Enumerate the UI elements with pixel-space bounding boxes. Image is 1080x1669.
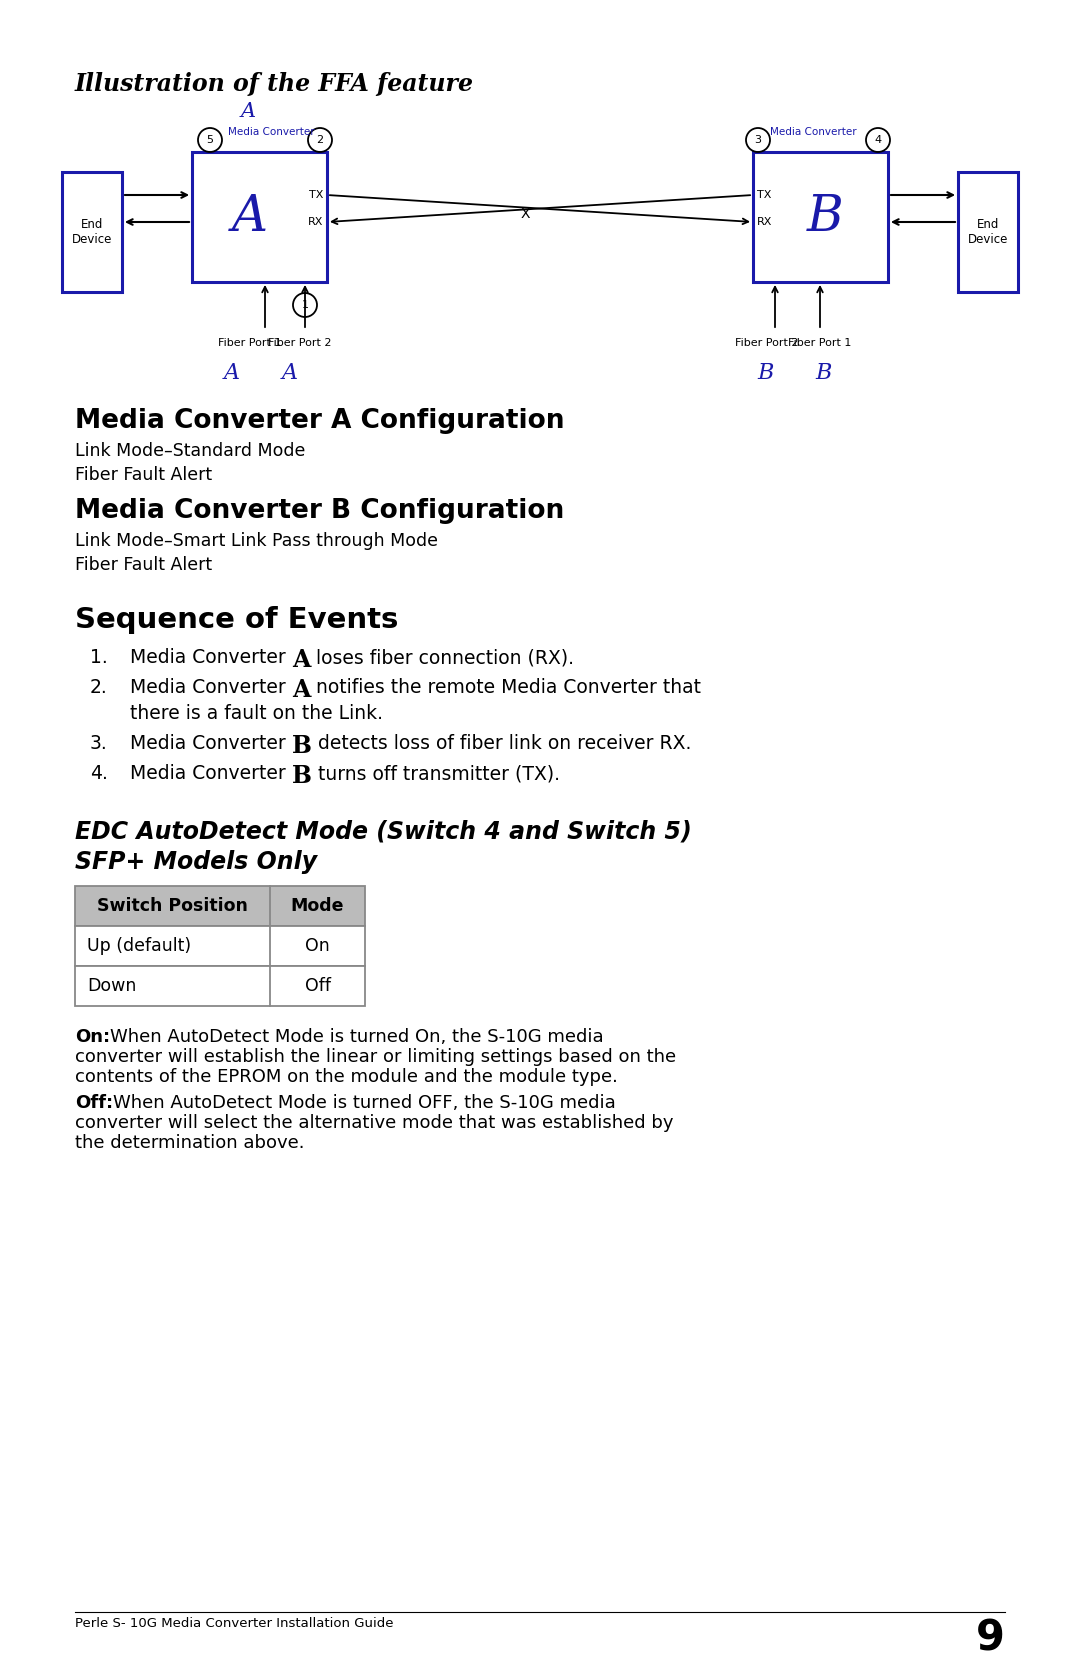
Text: Switch Position: Switch Position	[97, 896, 248, 915]
Text: 5: 5	[206, 135, 214, 145]
Bar	[75, 926, 365, 966]
Text: 4: 4	[875, 135, 881, 145]
Text: Media Converter: Media Converter	[130, 764, 292, 783]
Text: RX: RX	[308, 217, 323, 227]
Text: B: B	[815, 362, 833, 384]
Text: Fiber Port 2: Fiber Port 2	[735, 339, 798, 349]
Text: Media Converter A Configuration: Media Converter A Configuration	[75, 407, 565, 434]
Text: 2.: 2.	[90, 678, 108, 698]
Text: Perle S- 10G Media Converter Installation Guide: Perle S- 10G Media Converter Installatio…	[75, 1617, 393, 1631]
Text: RX: RX	[757, 217, 772, 227]
Text: Media Converter: Media Converter	[130, 734, 292, 753]
Bar	[192, 152, 327, 282]
Text: 9: 9	[976, 1617, 1005, 1659]
Text: On: On	[306, 936, 329, 955]
Text: 4.: 4.	[90, 764, 108, 783]
Text: Off:: Off:	[75, 1093, 113, 1112]
Text: A: A	[292, 648, 310, 673]
Text: 1.: 1.	[90, 648, 108, 668]
Text: A: A	[231, 192, 268, 242]
Text: Media Converter: Media Converter	[130, 648, 292, 668]
Text: notifies the remote Media Converter that: notifies the remote Media Converter that	[310, 678, 701, 698]
Text: Media Converter B Configuration: Media Converter B Configuration	[75, 497, 564, 524]
Text: Media Converter: Media Converter	[130, 678, 292, 698]
Text: Off: Off	[305, 976, 330, 995]
Bar	[753, 152, 888, 282]
Text: Fiber Fault Alert: Fiber Fault Alert	[75, 556, 212, 574]
Text: On:: On:	[75, 1028, 110, 1046]
Text: B: B	[807, 192, 843, 242]
Text: Fiber Fault Alert: Fiber Fault Alert	[75, 466, 212, 484]
Text: When AutoDetect Mode is turned OFF, the S-10G media: When AutoDetect Mode is turned OFF, the …	[113, 1093, 616, 1112]
Text: Fiber Port 1: Fiber Port 1	[788, 339, 851, 349]
Text: Down: Down	[87, 976, 136, 995]
Text: Sequence of Events: Sequence of Events	[75, 606, 399, 634]
Text: loses fiber connection (RX).: loses fiber connection (RX).	[310, 648, 575, 668]
Bar	[62, 172, 122, 292]
Text: B: B	[292, 764, 312, 788]
Text: Mode: Mode	[291, 896, 345, 915]
Text: SFP+ Models Only: SFP+ Models Only	[75, 850, 318, 875]
Text: the determination above.: the determination above.	[75, 1133, 305, 1152]
Text: A: A	[282, 362, 298, 384]
Text: End
Device: End Device	[968, 219, 1009, 245]
Text: Illustration of the FFA feature: Illustration of the FFA feature	[75, 72, 474, 97]
Text: Up (default): Up (default)	[87, 936, 191, 955]
Text: A: A	[224, 362, 240, 384]
Text: 1: 1	[301, 300, 309, 310]
Bar	[75, 966, 365, 1006]
Text: A: A	[292, 678, 310, 703]
Text: X: X	[521, 207, 530, 220]
Text: EDC AutoDetect Mode (Switch 4 and Switch 5): EDC AutoDetect Mode (Switch 4 and Switch…	[75, 819, 692, 845]
Text: turns off transmitter (TX).: turns off transmitter (TX).	[312, 764, 559, 783]
Text: Link Mode–Smart Link Pass through Mode: Link Mode–Smart Link Pass through Mode	[75, 532, 438, 551]
Text: TX: TX	[309, 190, 323, 200]
Text: TX: TX	[757, 190, 771, 200]
Text: contents of the EPROM on the module and the module type.: contents of the EPROM on the module and …	[75, 1068, 618, 1087]
Text: Link Mode–Standard Mode: Link Mode–Standard Mode	[75, 442, 306, 461]
Bar	[958, 172, 1018, 292]
Text: Media Converter: Media Converter	[770, 127, 856, 137]
Text: 3.: 3.	[90, 734, 108, 753]
Bar	[75, 886, 365, 926]
Text: A: A	[241, 102, 256, 122]
Text: 2: 2	[316, 135, 324, 145]
Text: B: B	[292, 734, 312, 758]
Text: End
Device: End Device	[71, 219, 112, 245]
Text: When AutoDetect Mode is turned On, the S-10G media: When AutoDetect Mode is turned On, the S…	[110, 1028, 604, 1046]
Text: Fiber Port 2: Fiber Port 2	[268, 339, 332, 349]
Text: Media Converter: Media Converter	[228, 127, 314, 137]
Text: Fiber Port 1: Fiber Port 1	[218, 339, 282, 349]
Text: converter will establish the linear or limiting settings based on the: converter will establish the linear or l…	[75, 1048, 676, 1066]
Text: detects loss of fiber link on receiver RX.: detects loss of fiber link on receiver R…	[312, 734, 691, 753]
Text: there is a fault on the Link.: there is a fault on the Link.	[130, 704, 383, 723]
Text: converter will select the alternative mode that was established by: converter will select the alternative mo…	[75, 1113, 674, 1132]
Text: B: B	[758, 362, 774, 384]
Text: 3: 3	[755, 135, 761, 145]
